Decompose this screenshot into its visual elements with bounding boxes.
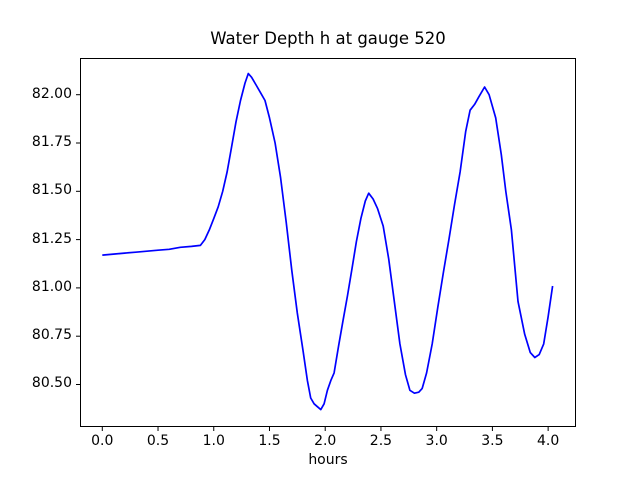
x-tick-label: 4.0 [536,433,560,449]
y-tick-label: 81.25 [31,230,72,247]
x-tick-label: 3.0 [425,433,448,449]
y-tick-label: 80.50 [31,375,72,392]
chart-title: Water Depth h at gauge 520 [210,29,446,48]
y-tick-label: 82.00 [31,85,72,102]
y-tick-label: 81.00 [31,278,72,295]
x-tick-label: 2.0 [314,433,337,449]
x-tick-label: 1.5 [258,433,281,449]
x-tick-label: 0.0 [91,433,114,449]
y-tick-label: 81.50 [31,182,72,199]
plot-area [76,58,576,431]
x-tick-label: 3.5 [481,433,504,449]
x-tick-label: 0.5 [146,433,170,449]
x-tick-label: 2.5 [369,433,393,449]
water-depth-line [102,72,554,411]
x-axis-label: hours [308,452,348,468]
y-tick-label: 80.75 [31,327,72,344]
tick-marks [76,94,549,431]
x-tick-label: 1.0 [202,433,225,449]
y-tick-label: 81.75 [31,134,72,150]
axes-spines [80,58,576,427]
